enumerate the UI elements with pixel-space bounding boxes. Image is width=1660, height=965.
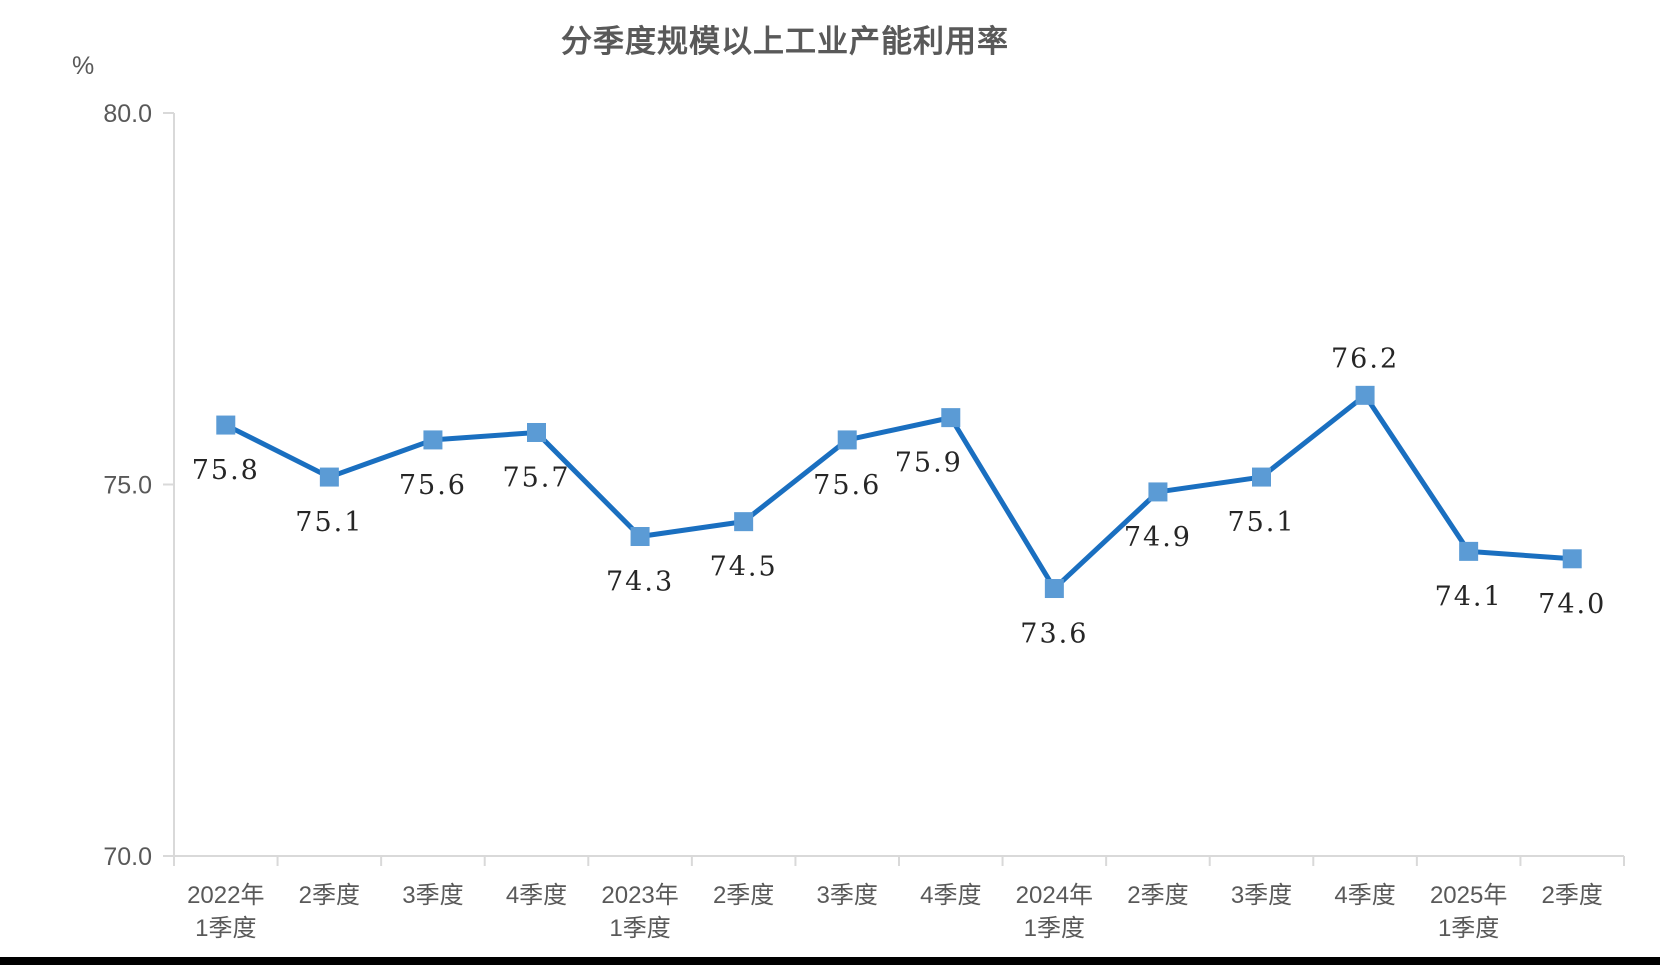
x-axis-category-label: 2季度 [713, 882, 774, 909]
x-axis-category-label: 4季度 [1334, 882, 1395, 909]
y-axis-unit-label: % [72, 52, 95, 80]
chart-title: 分季度规模以上工业产能利用率 [561, 24, 1009, 59]
y-axis-tick-label: 75.0 [103, 472, 152, 500]
data-point-label: 75.1 [295, 507, 363, 538]
data-point-marker [1459, 541, 1479, 561]
series-line [223, 392, 1575, 592]
data-point-marker [941, 408, 961, 428]
x-axis-category-label: 2季度 [1542, 882, 1603, 909]
axis-frame [173, 113, 1624, 857]
data-point-marker [216, 415, 236, 435]
x-axis-category-label: 4季度 [920, 882, 981, 909]
data-point-label: 74.5 [710, 552, 778, 583]
data-point-label: 74.3 [606, 567, 674, 598]
x-axis-category-label: 3季度 [402, 882, 463, 909]
x-axis-category-label: 2023年 [601, 882, 678, 909]
data-point-label: 74.9 [1124, 522, 1192, 553]
x-axis-category-label: 3季度 [1231, 882, 1292, 909]
x-axis-category-label: 1季度 [1024, 915, 1085, 942]
data-point-label: 75.9 [895, 448, 963, 479]
data-point-label: 75.6 [813, 470, 881, 501]
data-point-marker [423, 430, 443, 450]
data-point-marker [1044, 579, 1064, 599]
data-point-marker [527, 422, 546, 442]
x-axis-category-label: 1季度 [1438, 915, 1499, 942]
x-axis-category-label: 2022年 [187, 882, 264, 909]
data-point-label: 75.6 [399, 470, 467, 501]
x-axis-category-label: 2025年 [1430, 882, 1507, 909]
data-point-marker [837, 430, 857, 450]
data-point-marker [734, 512, 754, 532]
data-point-label: 74.0 [1538, 589, 1606, 620]
data-point-label: 75.8 [192, 455, 260, 486]
data-point-marker [1562, 549, 1582, 569]
data-point-label: 75.1 [1227, 507, 1295, 538]
data-point-label: 76.2 [1331, 343, 1399, 374]
x-axis-category-label: 3季度 [817, 882, 878, 909]
data-point-marker [319, 467, 339, 487]
x-axis-category-label: 2季度 [1127, 882, 1188, 909]
y-axis-tick-label: 70.0 [103, 843, 152, 871]
x-axis-category-label: 2季度 [299, 882, 360, 909]
data-point-label: 75.7 [502, 462, 570, 493]
y-axis-tick-label: 80.0 [103, 100, 152, 128]
x-axis-category-label: 4季度 [506, 882, 567, 909]
x-axis-category-label: 1季度 [195, 915, 256, 942]
x-axis-category-label: 2024年 [1016, 882, 1093, 909]
data-point-label: 74.1 [1435, 581, 1503, 612]
x-axis-category-label: 1季度 [609, 915, 670, 942]
data-point-marker [1355, 385, 1375, 405]
data-point-label: 73.6 [1020, 619, 1088, 650]
data-point-marker [1252, 467, 1271, 487]
data-point-marker [630, 527, 650, 547]
data-point-marker [1148, 482, 1168, 502]
bottom-border-bar [0, 957, 1660, 965]
